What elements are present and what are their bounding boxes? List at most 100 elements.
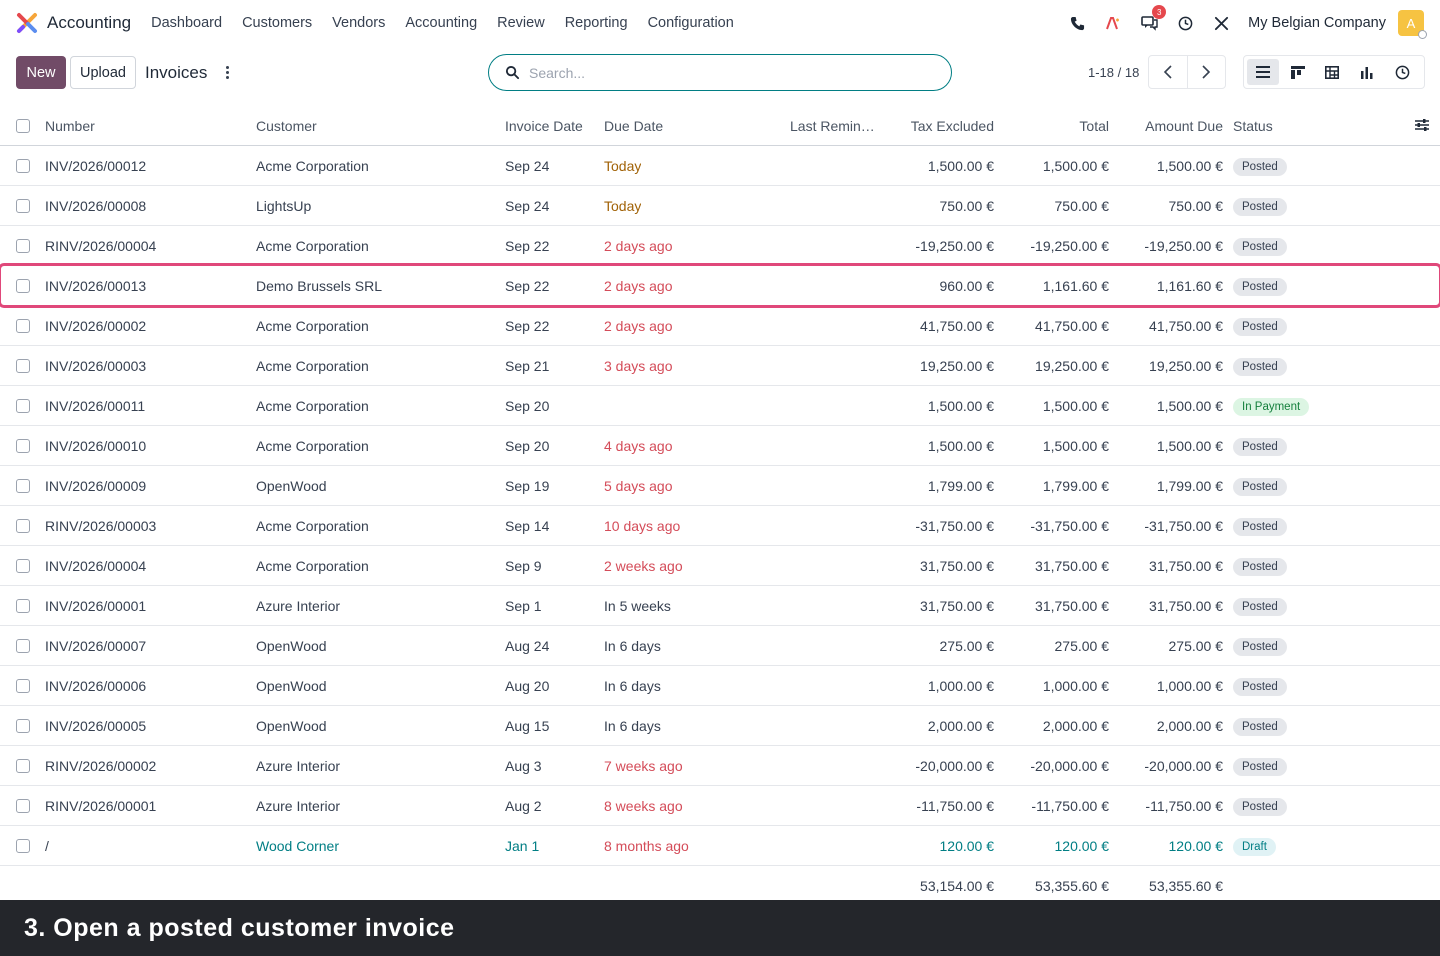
cell-amount-due: 275.00 € xyxy=(1168,638,1224,654)
menu-reporting[interactable]: Reporting xyxy=(564,15,628,31)
menu-customers[interactable]: Customers xyxy=(242,15,313,31)
row-checkbox[interactable] xyxy=(16,479,30,493)
kanban-view-icon[interactable] xyxy=(1282,59,1314,85)
column-header-amount-due[interactable]: Amount Due xyxy=(1145,118,1223,134)
table-row[interactable]: INV/2026/00006 OpenWood Aug 20 In 6 days 1,0… xyxy=(0,666,1440,706)
menu-accounting[interactable]: Accounting xyxy=(405,15,478,31)
user-avatar[interactable]: A xyxy=(1398,10,1427,39)
cell-amount-due: 1,500.00 € xyxy=(1156,398,1223,414)
list-view-icon[interactable] xyxy=(1247,59,1279,85)
row-checkbox[interactable] xyxy=(16,519,30,533)
table-row[interactable]: INV/2026/00001 Azure Interior Sep 1 In 5 we… xyxy=(0,586,1440,626)
menu-review[interactable]: Review xyxy=(497,15,545,31)
column-header-total[interactable]: Total xyxy=(1079,118,1109,134)
table-row[interactable]: RINV/2026/00002 Azure Interior Aug 3 7 week… xyxy=(0,746,1440,786)
new-button[interactable]: New xyxy=(16,56,66,89)
table-row[interactable]: INV/2026/00008 LightsUp Sep 24 Today 750.00 … xyxy=(0,186,1440,226)
table-row[interactable]: INV/2026/00004 Acme Corporation Sep 9 2 wee… xyxy=(0,546,1440,586)
row-checkbox[interactable] xyxy=(16,599,30,613)
column-header-last-reminder[interactable]: Last Remin… xyxy=(790,118,875,134)
cell-number: INV/2026/00005 xyxy=(45,718,147,734)
row-checkbox[interactable] xyxy=(16,639,30,653)
table-row[interactable]: RINV/2026/00001 Azure Interior Aug 2 8 week… xyxy=(0,786,1440,826)
activity-clock-icon[interactable] xyxy=(1176,14,1194,32)
app-name[interactable]: Accounting xyxy=(47,13,132,32)
row-checkbox[interactable] xyxy=(16,559,30,573)
avatar-letter: A xyxy=(1406,15,1416,31)
optional-columns-icon[interactable] xyxy=(1415,118,1430,133)
row-checkbox[interactable] xyxy=(16,719,30,733)
row-checkbox[interactable] xyxy=(16,199,30,213)
tools-icon[interactable] xyxy=(1212,14,1230,32)
row-checkbox[interactable] xyxy=(16,159,30,173)
upload-button[interactable]: Upload xyxy=(70,56,136,89)
table-row[interactable]: RINV/2026/00004 Acme Corporation Sep 22 2 d… xyxy=(0,226,1440,266)
column-header-due-date[interactable]: Due Date xyxy=(604,118,664,134)
row-checkbox[interactable] xyxy=(16,239,30,253)
row-checkbox[interactable] xyxy=(16,359,30,373)
cell-due-date: In 6 days xyxy=(604,718,661,734)
activity-view-icon[interactable] xyxy=(1386,59,1418,85)
cell-tax-excluded: -31,750.00 € xyxy=(915,518,994,534)
company-switcher[interactable]: My Belgian Company xyxy=(1248,15,1386,31)
row-checkbox[interactable] xyxy=(16,319,30,333)
messages-icon[interactable]: 3 xyxy=(1140,5,1167,32)
graph-view-icon[interactable] xyxy=(1351,59,1383,85)
row-checkbox[interactable] xyxy=(16,399,30,413)
cell-amount-due: 31,750.00 € xyxy=(1149,558,1223,574)
cell-status: Posted xyxy=(1233,546,1287,586)
table-row[interactable]: / Wood Corner Jan 1 8 months ago 120.00 € 120… xyxy=(0,826,1440,866)
cell-number: INV/2026/00011 xyxy=(45,398,146,414)
cell-due-date: In 6 days xyxy=(604,678,661,694)
row-checkbox[interactable] xyxy=(16,439,30,453)
select-all-checkbox[interactable] xyxy=(16,119,30,133)
column-header-invoice-date[interactable]: Invoice Date xyxy=(505,118,583,134)
chevron-left-icon[interactable] xyxy=(1149,56,1187,88)
row-checkbox[interactable] xyxy=(16,799,30,813)
cell-invoice-date: Sep 21 xyxy=(505,358,550,374)
menu-dashboard[interactable]: Dashboard xyxy=(151,15,223,31)
accounting-app-icon[interactable] xyxy=(16,12,38,34)
table-row[interactable]: INV/2026/00009 OpenWood Sep 19 5 days ago 1,… xyxy=(0,466,1440,506)
table-row[interactable]: INV/2026/00011 Acme Corporation Sep 20 1,50… xyxy=(0,386,1440,426)
table-row[interactable]: INV/2026/00003 Acme Corporation Sep 21 3 da… xyxy=(0,346,1440,386)
cell-number: RINV/2026/00002 xyxy=(45,758,157,774)
cell-customer: OpenWood xyxy=(256,638,327,654)
cell-status: Posted xyxy=(1233,226,1287,266)
column-header-customer[interactable]: Customer xyxy=(256,118,317,134)
top-navbar: Accounting Dashboard Customers Vendors A… xyxy=(0,0,1440,46)
pager-value[interactable]: 1-18 / 18 xyxy=(1088,65,1140,80)
search-bar[interactable] xyxy=(488,54,952,91)
ai-icon[interactable] xyxy=(1104,14,1122,32)
chevron-right-icon[interactable] xyxy=(1186,56,1226,88)
menu-configuration[interactable]: Configuration xyxy=(647,15,734,31)
cell-invoice-date: Aug 20 xyxy=(505,678,550,694)
table-row[interactable]: INV/2026/00013 Demo Brussels SRL Sep 22 2 d… xyxy=(0,263,1440,308)
table-row[interactable]: INV/2026/00007 OpenWood Aug 24 In 6 days 275… xyxy=(0,626,1440,666)
menu-vendors[interactable]: Vendors xyxy=(332,15,386,31)
search-input[interactable] xyxy=(529,64,909,81)
table-row[interactable]: INV/2026/00012 Acme Corporation Sep 24 Toda… xyxy=(0,146,1440,186)
row-checkbox[interactable] xyxy=(16,759,30,773)
cell-total: 750.00 € xyxy=(1054,198,1110,214)
table-row[interactable]: RINV/2026/00003 Acme Corporation Sep 14 10 … xyxy=(0,506,1440,546)
actions-menu-icon[interactable] xyxy=(221,63,233,81)
row-checkbox[interactable] xyxy=(16,279,30,293)
cell-status: Posted xyxy=(1233,466,1287,506)
cell-customer: OpenWood xyxy=(256,678,327,694)
cell-due-date: 5 days ago xyxy=(604,478,673,494)
table-row[interactable]: INV/2026/00005 OpenWood Aug 15 In 6 days 2,0… xyxy=(0,706,1440,746)
cell-tax-excluded: 1,500.00 € xyxy=(927,398,994,414)
cell-total: 1,799.00 € xyxy=(1042,478,1109,494)
pivot-view-icon[interactable] xyxy=(1317,59,1349,85)
column-header-tax-excluded[interactable]: Tax Excluded xyxy=(910,118,994,134)
table-row[interactable]: INV/2026/00002 Acme Corporation Sep 22 2 da… xyxy=(0,306,1440,346)
cell-number: INV/2026/00004 xyxy=(45,558,147,574)
column-header-status[interactable]: Status xyxy=(1233,118,1273,134)
phone-icon[interactable] xyxy=(1068,14,1086,32)
cell-due-date: 2 days ago xyxy=(604,318,673,334)
column-header-number[interactable]: Number xyxy=(45,118,95,134)
row-checkbox[interactable] xyxy=(16,679,30,693)
table-row[interactable]: INV/2026/00010 Acme Corporation Sep 20 4 da… xyxy=(0,426,1440,466)
row-checkbox[interactable] xyxy=(16,839,30,853)
